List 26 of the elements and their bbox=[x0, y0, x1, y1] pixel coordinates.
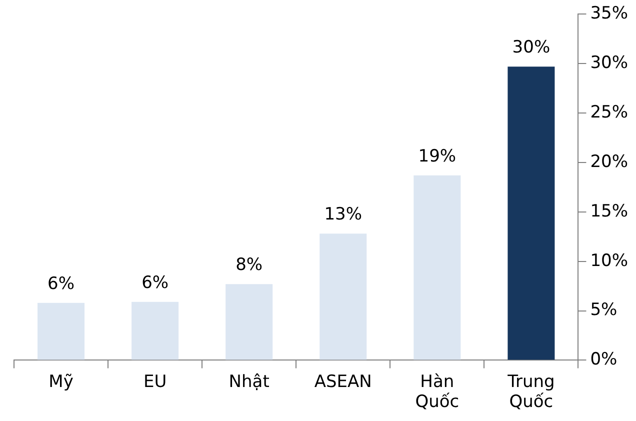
x-tick-label: Mỹ bbox=[48, 372, 74, 392]
data-label: 6% bbox=[142, 272, 169, 293]
y-tick-label: 30% bbox=[590, 53, 628, 74]
y-tick-label: 25% bbox=[590, 102, 628, 122]
x-tick-label: Hàn Quốc bbox=[415, 372, 460, 412]
data-label: 13% bbox=[324, 204, 362, 225]
x-tick-label: Nhật bbox=[228, 372, 270, 392]
data-label: 8% bbox=[236, 255, 263, 275]
y-tick-label: 20% bbox=[590, 152, 628, 172]
bar bbox=[320, 234, 367, 360]
x-tick-label: Trung Quốc bbox=[506, 372, 555, 412]
data-label: 19% bbox=[418, 146, 456, 166]
bar bbox=[132, 302, 179, 360]
data-label: 30% bbox=[512, 38, 550, 58]
bar bbox=[226, 284, 273, 360]
y-tick-label: 15% bbox=[590, 201, 628, 222]
y-tick-label: 5% bbox=[590, 300, 618, 320]
bar bbox=[414, 175, 461, 360]
data-label: 6% bbox=[48, 274, 75, 294]
x-tick-label: ASEAN bbox=[314, 372, 372, 392]
y-tick-label: 10% bbox=[590, 250, 628, 271]
x-tick-label: EU bbox=[143, 372, 167, 392]
y-tick-label: 0% bbox=[590, 350, 618, 370]
y-tick-label: 35% bbox=[590, 4, 628, 24]
bar bbox=[38, 302, 85, 360]
bar bbox=[508, 66, 555, 360]
